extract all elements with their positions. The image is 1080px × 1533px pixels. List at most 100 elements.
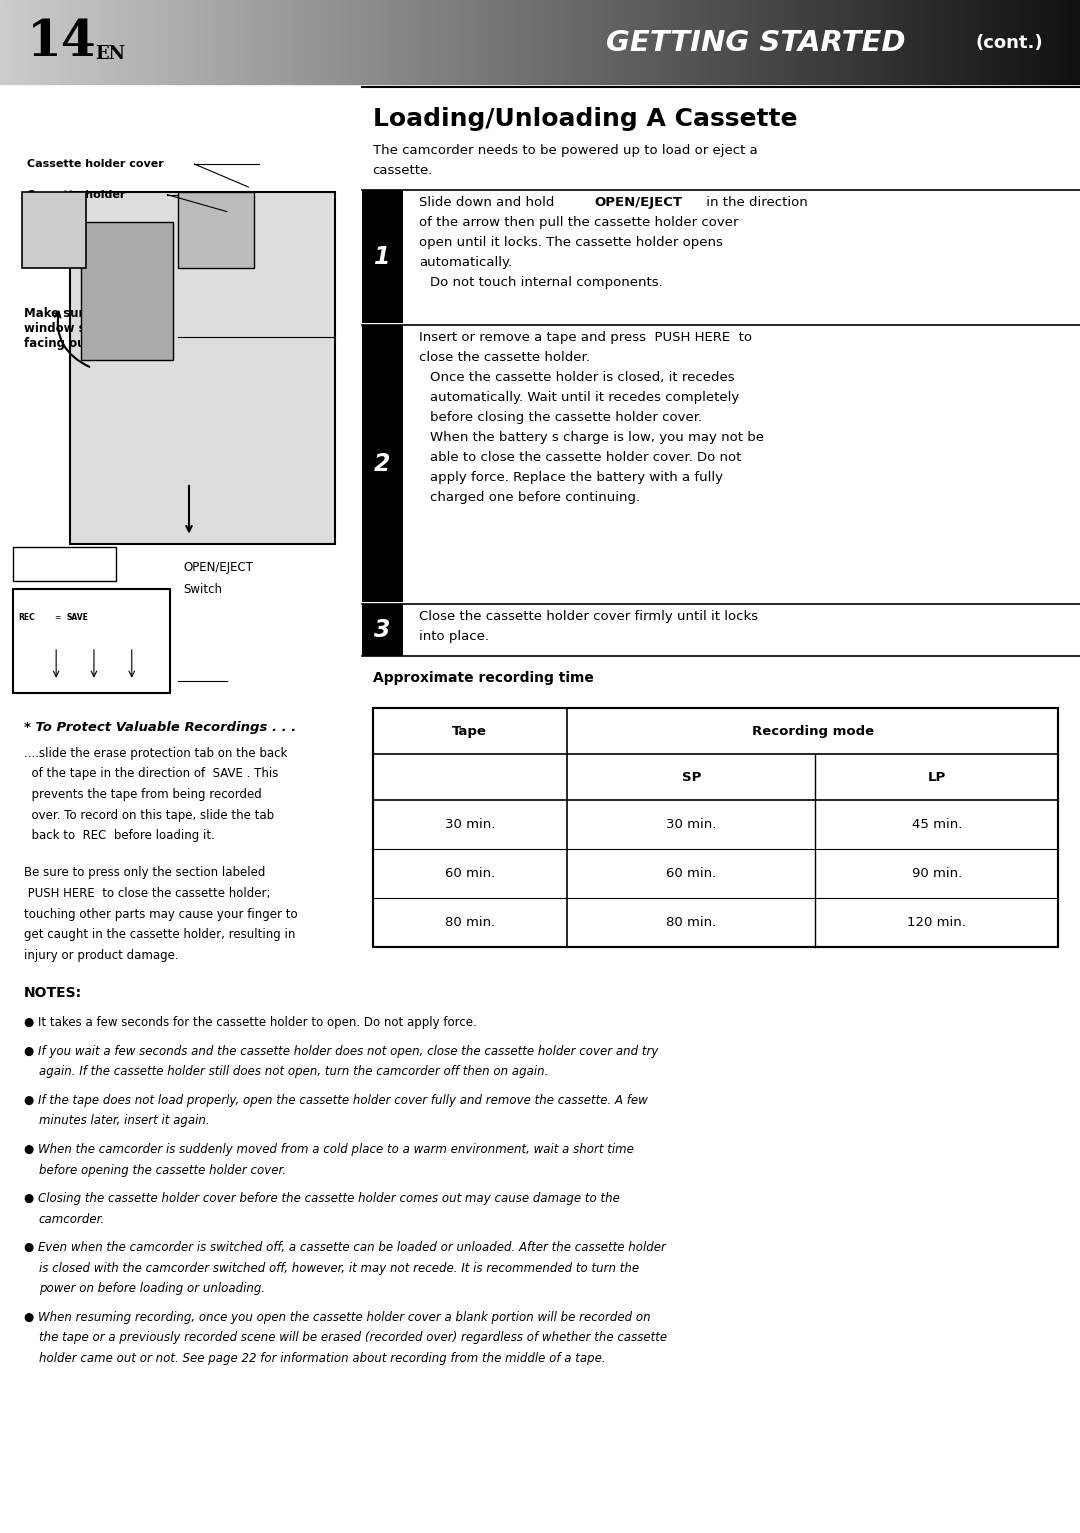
Bar [742, 0, 745, 84]
Bar [8, 0, 11, 84]
Bar [68, 0, 72, 84]
Text: 80 min.: 80 min. [445, 917, 495, 929]
Bar [362, 325, 403, 602]
Bar [813, 0, 818, 84]
Bar [1044, 0, 1048, 84]
Text: automatically.: automatically. [419, 256, 512, 268]
Bar [688, 0, 691, 84]
Bar [154, 0, 159, 84]
Bar [13, 589, 170, 693]
Bar [90, 0, 94, 84]
Bar [40, 0, 43, 84]
Text: * To Protect Valuable Recordings . . .: * To Protect Valuable Recordings . . . [24, 721, 296, 733]
Bar [299, 0, 302, 84]
Bar [872, 0, 875, 84]
Text: ● When resuming recording, once you open the cassette holder cover a blank porti: ● When resuming recording, once you open… [24, 1311, 650, 1323]
Bar [705, 0, 710, 84]
Text: OPEN/EJECT: OPEN/EJECT [594, 196, 681, 208]
Bar [882, 0, 886, 84]
Bar [756, 0, 759, 84]
Bar [623, 0, 626, 84]
Bar [537, 0, 540, 84]
Bar [548, 0, 551, 84]
Bar [321, 0, 324, 84]
Bar [818, 0, 821, 84]
Bar [483, 0, 486, 84]
Bar [1048, 0, 1051, 84]
Bar [202, 0, 205, 84]
Bar [1066, 0, 1069, 84]
Bar [1029, 0, 1034, 84]
Bar [691, 0, 694, 84]
Bar [46, 0, 51, 84]
Bar [443, 0, 446, 84]
Bar [208, 0, 213, 84]
Bar [572, 0, 576, 84]
Text: Switch: Switch [184, 583, 222, 595]
Bar [273, 0, 278, 84]
Bar [119, 0, 122, 84]
Bar [396, 0, 400, 84]
Bar [375, 0, 378, 84]
Bar [645, 0, 648, 84]
Bar [518, 0, 522, 84]
Text: ● If you wait a few seconds and the cassette holder does not open, close the cas: ● If you wait a few seconds and the cass… [24, 1046, 658, 1058]
Bar [151, 0, 154, 84]
Bar [137, 0, 140, 84]
Bar [1055, 0, 1058, 84]
Bar [256, 0, 259, 84]
Bar [191, 0, 194, 84]
Bar [213, 0, 216, 84]
Bar [651, 0, 656, 84]
Text: 1: 1 [374, 245, 391, 268]
Bar [832, 0, 835, 84]
Bar [1040, 0, 1044, 84]
Bar [947, 0, 950, 84]
Bar [252, 0, 256, 84]
Bar [335, 0, 338, 84]
Bar [144, 0, 148, 84]
Bar [429, 0, 432, 84]
Bar [159, 0, 162, 84]
Bar [969, 0, 972, 84]
Bar [0, 0, 3, 84]
Bar [180, 0, 184, 84]
Bar [710, 0, 713, 84]
Bar [86, 0, 90, 84]
Text: Insert or remove a tape and press  PUSH HERE  to: Insert or remove a tape and press PUSH H… [419, 331, 752, 343]
Bar [79, 0, 83, 84]
Text: 60 min.: 60 min. [666, 868, 716, 880]
Bar [522, 0, 526, 84]
Bar [324, 0, 327, 84]
Bar [990, 0, 994, 84]
Bar [842, 0, 846, 84]
Bar [478, 0, 483, 84]
Bar [140, 0, 144, 84]
Bar [796, 0, 799, 84]
Bar [173, 0, 176, 84]
Bar [551, 0, 554, 84]
Text: Close the cassette holder cover firmly until it locks: Close the cassette holder cover firmly u… [419, 610, 758, 622]
Bar [97, 0, 100, 84]
Bar [648, 0, 651, 84]
Bar [835, 0, 839, 84]
Bar [875, 0, 878, 84]
Bar [543, 0, 548, 84]
Text: Once the cassette holder is closed, it recedes: Once the cassette holder is closed, it r… [430, 371, 734, 383]
Text: PUSH HERE  to close the cassette holder;: PUSH HERE to close the cassette holder; [24, 886, 270, 900]
Bar [1008, 0, 1012, 84]
Bar [684, 0, 688, 84]
Bar [332, 0, 335, 84]
Bar [302, 0, 306, 84]
Bar [1069, 0, 1072, 84]
Bar [964, 0, 969, 84]
Bar [381, 0, 386, 84]
Bar [576, 0, 580, 84]
Bar [1037, 0, 1040, 84]
Bar [178, 192, 254, 268]
Bar [785, 0, 788, 84]
Text: the tape or a previously recorded scene will be erased (recorded over) regardles: the tape or a previously recorded scene … [39, 1331, 667, 1344]
Bar [580, 0, 583, 84]
Bar [867, 0, 872, 84]
Bar [889, 0, 893, 84]
